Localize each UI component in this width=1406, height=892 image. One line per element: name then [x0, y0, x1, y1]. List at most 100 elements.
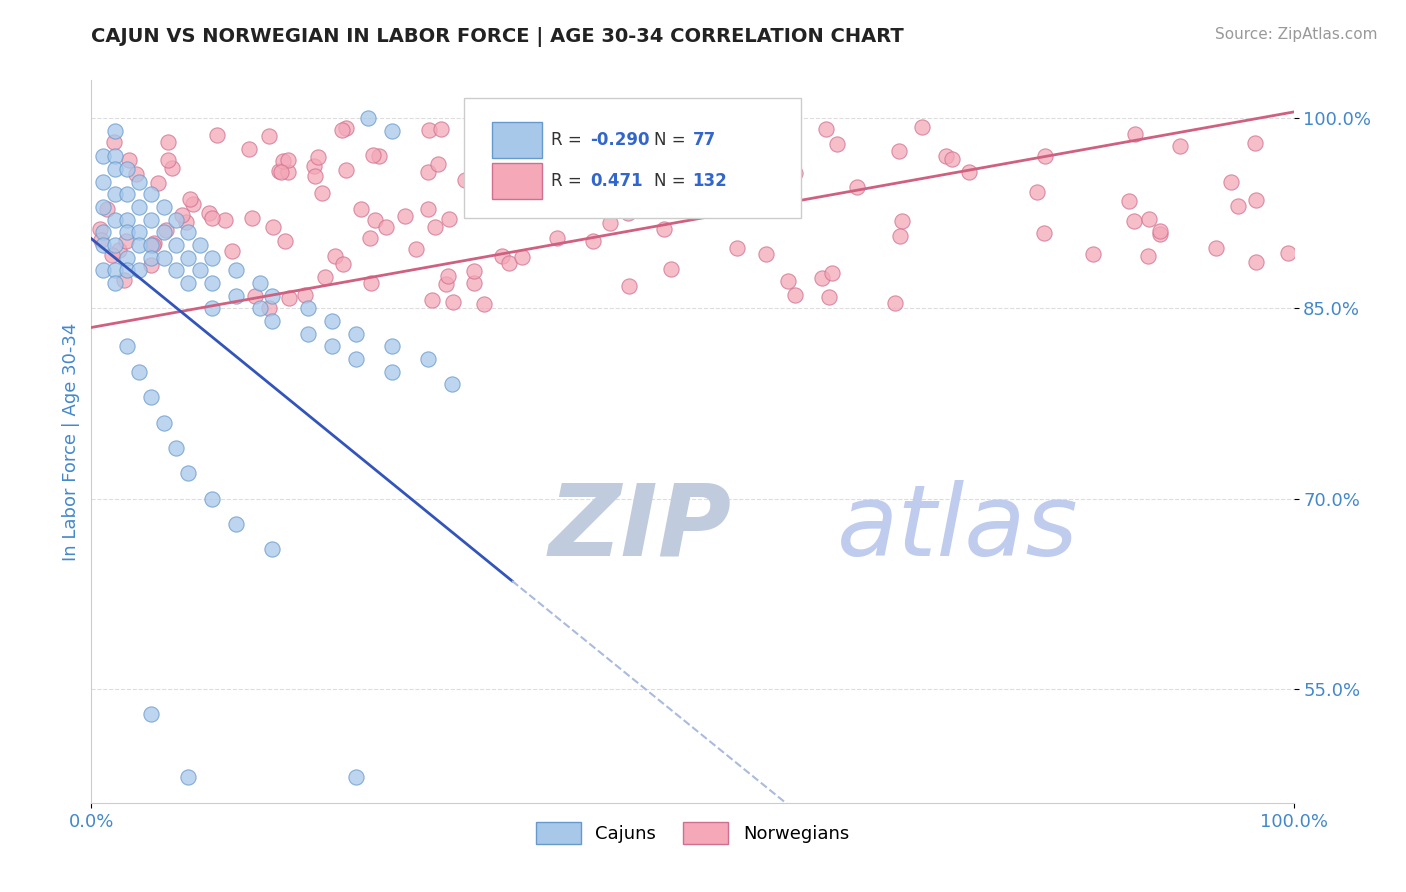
Point	[117, 226, 139, 240]
Point	[617, 278, 640, 293]
Point	[176, 251, 198, 265]
Point	[104, 263, 127, 277]
Point	[1137, 212, 1160, 227]
Point	[115, 234, 138, 248]
Point	[197, 206, 219, 220]
Legend: Cajuns, Norwegians: Cajuns, Norwegians	[529, 815, 856, 852]
Point	[825, 136, 848, 151]
Point	[434, 277, 457, 291]
Point	[124, 167, 146, 181]
Point	[90, 233, 112, 247]
Point	[93, 149, 115, 163]
Point	[89, 221, 111, 235]
Point	[783, 166, 806, 180]
Point	[93, 263, 115, 277]
Text: Source: ZipAtlas.com: Source: ZipAtlas.com	[1215, 27, 1378, 42]
Point	[143, 236, 166, 251]
Point	[176, 226, 198, 240]
Point	[361, 148, 384, 162]
Point	[1149, 227, 1171, 241]
Point	[225, 516, 247, 531]
Point	[152, 226, 174, 240]
Point	[357, 112, 380, 126]
Point	[911, 120, 934, 134]
Point	[156, 153, 179, 167]
Point	[335, 120, 357, 135]
Point	[141, 707, 163, 722]
Point	[349, 202, 371, 216]
Point	[957, 165, 980, 179]
Point	[375, 220, 398, 235]
Point	[321, 314, 343, 328]
Point	[128, 238, 150, 252]
Point	[260, 314, 283, 328]
Point	[1244, 254, 1267, 268]
Point	[141, 390, 163, 404]
Point	[104, 276, 127, 290]
Point	[887, 144, 910, 158]
Point	[941, 152, 963, 166]
Point	[249, 276, 271, 290]
Point	[240, 211, 263, 225]
Point	[416, 202, 439, 216]
Point	[101, 248, 124, 262]
Point	[427, 157, 450, 171]
Point	[152, 416, 174, 430]
Point	[103, 135, 125, 149]
Point	[785, 288, 807, 302]
Point	[188, 238, 211, 252]
Point	[141, 251, 163, 265]
Point	[200, 276, 222, 290]
Point	[546, 231, 568, 245]
Text: 77: 77	[692, 130, 716, 149]
Point	[201, 211, 224, 225]
Point	[405, 242, 427, 256]
Point	[344, 326, 367, 341]
Point	[418, 123, 440, 137]
Point	[368, 148, 391, 162]
Point	[128, 175, 150, 189]
Point	[335, 163, 357, 178]
Point	[845, 180, 868, 194]
Point	[93, 200, 115, 214]
Point	[128, 263, 150, 277]
Point	[440, 377, 463, 392]
Point	[257, 129, 280, 144]
Point	[323, 249, 346, 263]
Point	[141, 212, 163, 227]
Point	[360, 277, 382, 291]
Point	[104, 238, 127, 252]
Point	[165, 238, 187, 252]
Point	[117, 212, 139, 227]
Point	[104, 149, 127, 163]
Point	[332, 257, 354, 271]
Point	[270, 164, 292, 178]
Point	[1168, 139, 1191, 153]
Point	[148, 176, 170, 190]
Point	[344, 771, 367, 785]
Point	[225, 263, 247, 277]
Point	[423, 220, 446, 235]
Point	[381, 365, 404, 379]
Point	[505, 144, 527, 158]
Point	[156, 135, 179, 149]
Point	[117, 263, 139, 277]
Point	[811, 271, 834, 285]
Point	[104, 187, 127, 202]
Point	[1122, 213, 1144, 227]
Point	[176, 771, 198, 785]
Point	[891, 214, 914, 228]
Point	[93, 175, 115, 189]
Point	[93, 238, 115, 252]
Point	[430, 122, 453, 136]
Point	[778, 273, 800, 287]
Point	[439, 211, 461, 226]
Text: ZIP: ZIP	[548, 480, 731, 577]
Point	[141, 238, 163, 252]
Point	[617, 206, 640, 220]
Point	[274, 235, 297, 249]
Point	[174, 215, 197, 229]
Point	[155, 222, 177, 236]
Point	[181, 197, 204, 211]
Point	[1033, 149, 1056, 163]
